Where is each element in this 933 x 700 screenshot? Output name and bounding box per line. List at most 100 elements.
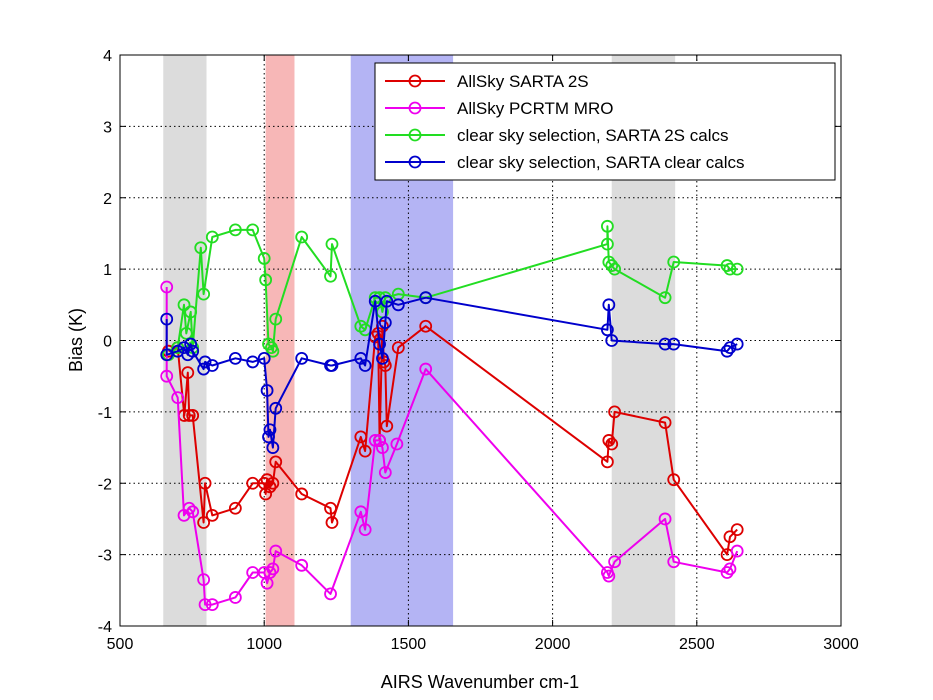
x-tick-label: 1500	[391, 636, 427, 653]
data-point	[228, 591, 242, 604]
data-point	[720, 344, 734, 358]
data-point	[205, 508, 219, 522]
data-point	[269, 401, 283, 415]
series-2	[162, 219, 744, 362]
data-point	[602, 298, 616, 312]
data-point	[295, 558, 309, 572]
data-point	[608, 555, 622, 569]
x-tick-label: 2500	[679, 636, 715, 653]
data-point	[197, 516, 211, 529]
data-point	[600, 237, 614, 251]
x-tick-label: 2000	[535, 636, 571, 653]
data-point	[228, 351, 242, 365]
data-point	[266, 562, 280, 576]
data-point	[723, 341, 737, 355]
data-point	[667, 473, 681, 487]
data-point	[368, 434, 382, 447]
data-point	[160, 280, 174, 294]
y-tick-label: 0	[103, 334, 112, 351]
data-point	[730, 337, 744, 351]
legend-entry-label: clear sky selection, SARTA 2S calcs	[457, 126, 728, 145]
data-point	[391, 298, 405, 312]
data-point	[198, 355, 212, 369]
data-point	[171, 391, 185, 405]
data-point	[358, 359, 372, 372]
data-point	[605, 437, 619, 451]
data-point	[667, 555, 681, 569]
data-point	[358, 444, 372, 458]
data-point	[600, 455, 614, 469]
data-point	[730, 262, 744, 276]
legend-swatch-marker	[408, 155, 422, 169]
data-point	[184, 337, 198, 351]
data-series	[160, 219, 744, 611]
legend-entry-label: AllSky PCRTM MRO	[457, 99, 613, 118]
data-point	[197, 573, 211, 587]
data-point	[376, 351, 389, 365]
data-point	[228, 501, 242, 515]
data-point	[266, 476, 280, 490]
data-point	[266, 441, 280, 454]
data-point	[730, 544, 744, 558]
data-point	[667, 337, 681, 351]
series-line	[165, 296, 738, 449]
x-tick-label: 1000	[246, 636, 282, 653]
y-tick-label: 3	[103, 119, 112, 136]
data-point	[205, 230, 219, 244]
data-point	[194, 241, 208, 255]
data-point	[380, 419, 394, 433]
data-point	[376, 441, 389, 454]
data-point	[184, 305, 198, 319]
data-point	[260, 384, 274, 397]
x-tick-label: 3000	[823, 636, 859, 653]
data-point	[378, 316, 392, 330]
data-point	[325, 359, 339, 372]
data-point	[391, 341, 405, 355]
data-point	[246, 223, 260, 237]
y-tick-label: -4	[98, 619, 112, 636]
y-tick-label: 2	[103, 191, 112, 208]
data-point	[182, 409, 196, 422]
legend: AllSky SARTA 2S AllSky PCRTM MRO clear sky…	[374, 62, 836, 181]
data-point	[658, 337, 672, 351]
data-point	[373, 337, 386, 351]
data-point	[378, 359, 392, 372]
data-point	[177, 298, 191, 312]
data-point	[186, 344, 200, 358]
data-point	[269, 455, 283, 469]
data-point	[378, 466, 392, 479]
data-point	[160, 369, 174, 383]
data-point	[658, 291, 672, 305]
axis-ticks: 500 1000 1500 2000 2500 3000 -4 -3 -2 -1 0 1 2 3 4	[98, 48, 859, 653]
data-point	[266, 344, 280, 358]
data-point	[205, 359, 219, 372]
y-tick-label: -1	[98, 405, 112, 422]
series-0	[162, 319, 744, 562]
data-point	[186, 409, 200, 422]
data-point	[257, 351, 271, 365]
data-point	[720, 566, 734, 579]
data-point	[658, 512, 672, 526]
data-point	[358, 523, 372, 537]
legend-entry-label: AllSky SARTA 2S	[457, 72, 589, 91]
data-point	[380, 294, 394, 308]
data-point	[228, 223, 242, 237]
data-point	[354, 505, 368, 519]
y-tick-label: -2	[98, 476, 112, 493]
data-point	[730, 523, 744, 537]
data-point	[263, 423, 277, 437]
data-point	[600, 323, 614, 337]
data-point	[295, 230, 309, 244]
y-tick-label: -3	[98, 548, 112, 565]
data-point	[390, 437, 404, 451]
data-point	[179, 326, 193, 340]
y-tick-label: 1	[103, 262, 112, 279]
data-point	[182, 501, 196, 515]
data-point	[373, 434, 386, 447]
data-point	[160, 312, 174, 326]
data-point	[600, 219, 614, 233]
data-point	[608, 405, 622, 419]
data-point	[667, 255, 681, 269]
data-point	[658, 416, 672, 429]
